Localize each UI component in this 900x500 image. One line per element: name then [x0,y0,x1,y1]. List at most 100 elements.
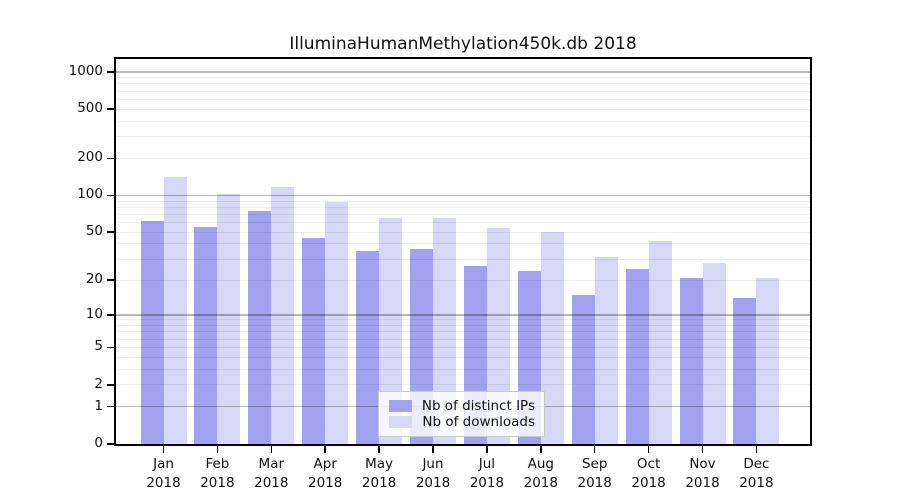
bar-jun-downloads [433,217,456,444]
y-tick [107,194,114,197]
x-tick [701,446,704,453]
x-tick-label-year: 2018 [254,475,289,491]
y-tick-label: 100 [77,186,103,203]
bar-aug-downloads [540,232,564,444]
x-tick [486,446,488,453]
y-tick-label: 10 [85,305,103,322]
x-tick [378,446,380,453]
minor-gridline [116,243,810,245]
minor-gridline [116,279,810,281]
minor-gridline [116,368,810,370]
x-tick [324,446,326,453]
minor-gridline [116,331,810,333]
x-tick [162,446,165,453]
x-tick-label-year: 2018 [415,475,451,491]
x-tick-label-year: 2018 [577,475,612,491]
y-tick-label: 50 [85,223,103,240]
plot-area [114,57,812,446]
x-tick-label-month: Mar [258,456,285,472]
y-tick [107,157,114,160]
x-tick-label-month: Oct [636,456,661,472]
x-tick-label-month: Jan [153,456,174,472]
x-tick [647,446,650,453]
minor-gridline [116,356,810,358]
x-tick-label-year: 2018 [523,475,558,491]
x-tick-label-year: 2018 [361,475,397,491]
x-tick-label-month: Feb [205,456,230,472]
legend-swatch-downloads [389,416,412,428]
x-tick-label-month: Nov [689,456,716,472]
x-tick [540,446,542,453]
bar-feb-downloads [217,194,241,444]
bar-oct-downloads [648,241,672,444]
minor-gridline [116,206,810,208]
x-tick-label-year: 2018 [200,475,235,491]
x-tick [432,446,434,453]
bar-sep-downloads [594,257,618,444]
bar-sep-ips [571,294,595,444]
legend-swatch-distinct-ips [389,400,412,412]
chart-title: IlluminaHumanMethylation450k.db 2018 [289,34,637,54]
minor-gridline [116,346,810,348]
major-gridline [116,71,810,73]
bar-dec-ips [733,298,757,444]
legend-label-downloads: Nb of downloads [422,414,535,430]
y-tick [107,108,114,110]
bar-jan-ips [140,220,164,444]
minor-gridline [116,200,810,202]
bar-jul-downloads [486,228,510,444]
bar-jan-downloads [163,177,187,444]
x-tick [755,446,758,453]
y-tick-label: 5 [94,338,103,355]
minor-gridline [116,319,810,321]
minor-gridline [116,384,810,386]
bar-may-ips [356,250,380,444]
minor-gridline [116,338,810,340]
bar-feb-ips [194,227,218,444]
minor-gridline [116,83,810,85]
bar-nov-ips [679,277,703,444]
y-tick [107,384,114,386]
bar-may-downloads [379,218,403,444]
x-tick [270,446,273,453]
bar-nov-downloads [702,262,726,444]
bar-apr-ips [302,237,326,444]
minor-gridline [116,98,810,100]
bar-dec-downloads [756,277,780,444]
y-tick-label: 2 [94,375,103,392]
y-tick-label: 200 [77,149,103,166]
grid-layer [116,59,810,444]
y-tick-label: 1000 [68,62,103,79]
x-tick-label-year: 2018 [685,475,720,491]
y-tick-label: 20 [85,271,103,287]
x-tick-label-month: Apr [313,456,337,472]
legend: Nb of distinct IPs Nb of downloads [378,391,545,437]
y-tick [107,231,114,233]
x-tick-label-month: Jun [422,456,444,472]
minor-gridline [116,77,810,79]
minor-gridline [116,213,810,215]
major-gridline [116,314,810,316]
bar-oct-ips [625,268,649,444]
x-tick-label-year: 2018 [308,475,343,491]
x-tick-label-month: Sep [581,456,608,472]
x-tick [593,446,596,453]
y-tick [107,71,114,73]
minor-gridline [116,120,810,122]
y-tick [107,346,114,349]
x-tick-label-month: May [365,456,394,472]
x-tick-label-month: Dec [743,456,770,472]
bar-mar-downloads [271,186,295,444]
x-tick [216,446,219,453]
y-tick [107,314,114,316]
y-tick-label: 0 [94,435,103,451]
minor-gridline [116,136,810,138]
x-tick-label-month: Jul [478,456,496,472]
minor-gridline [116,108,810,110]
major-gridline [116,194,810,197]
minor-gridline [116,157,810,159]
y-tick [107,443,114,445]
legend-item-distinct-ips: Nb of distinct IPs [389,398,535,414]
minor-gridline [116,222,810,224]
